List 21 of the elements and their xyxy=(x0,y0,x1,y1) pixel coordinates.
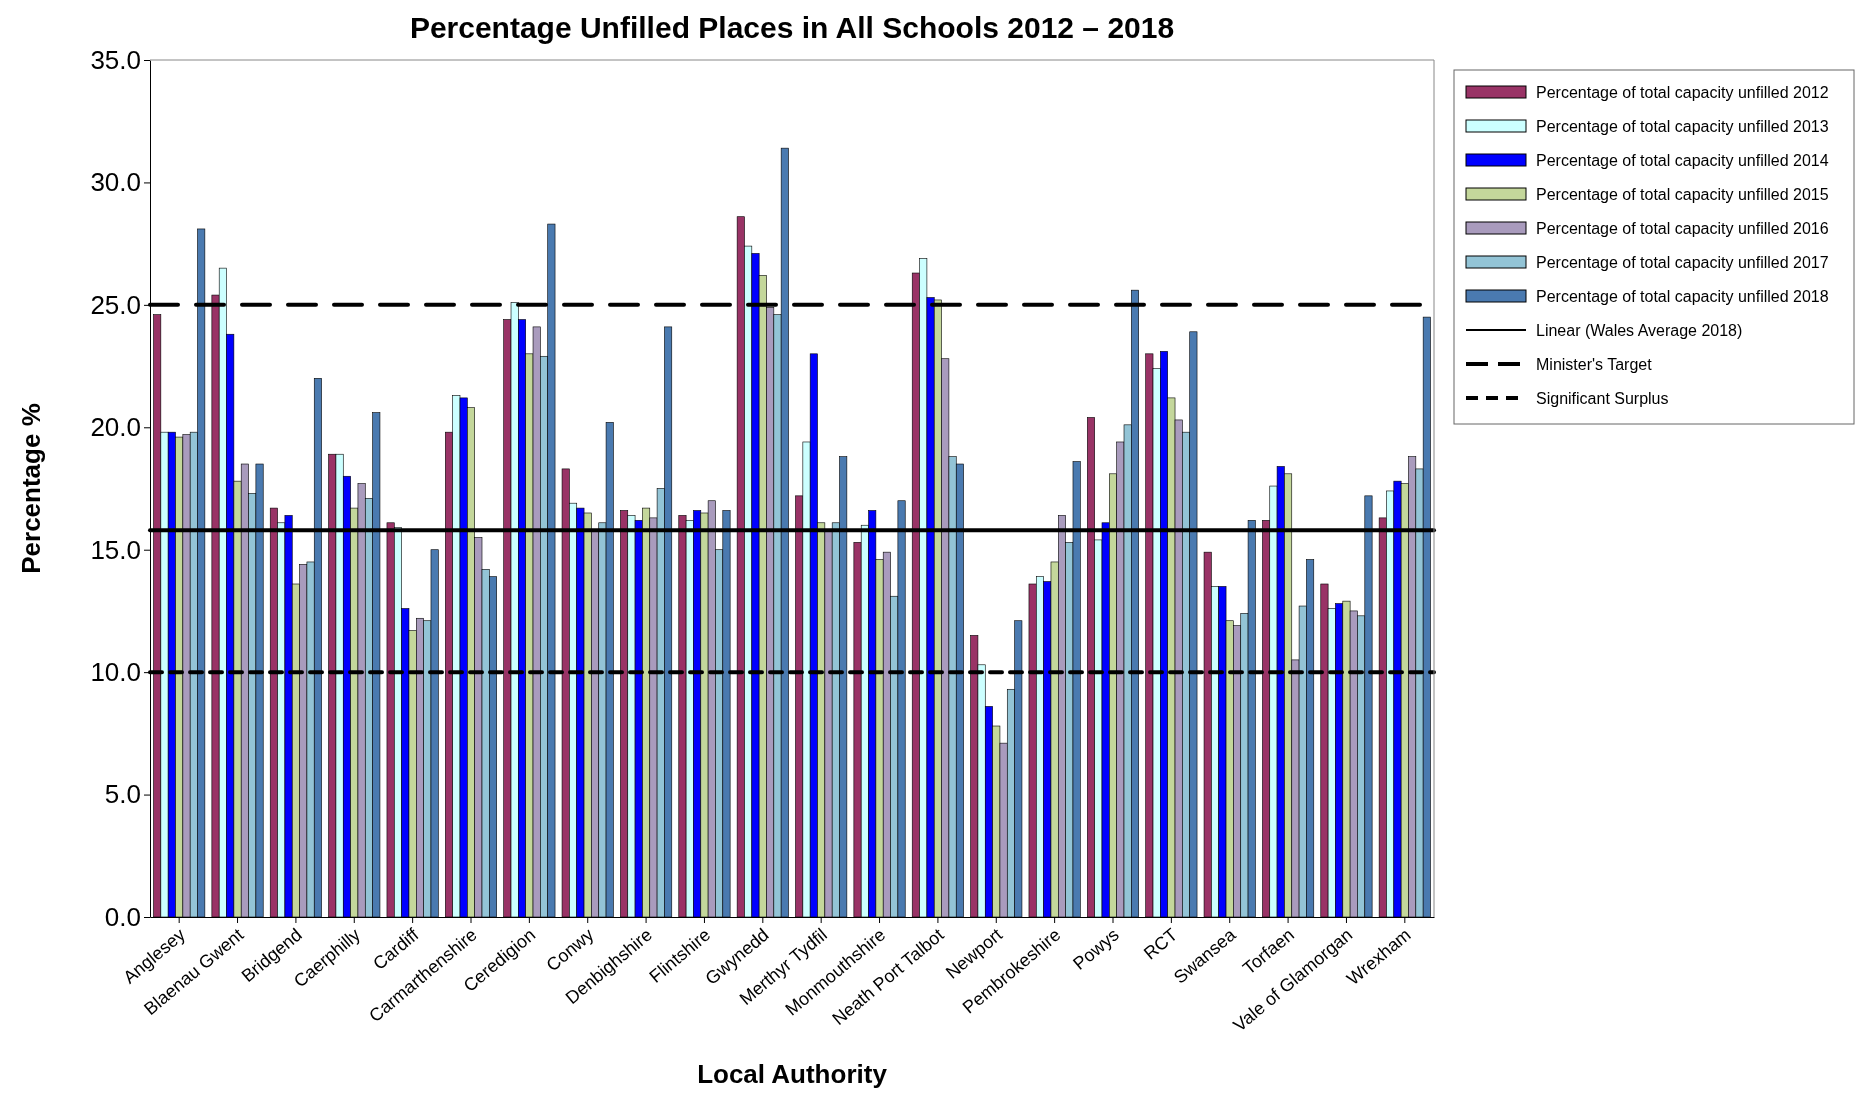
legend-label: Percentage of total capacity unfilled 2017 xyxy=(1536,254,1829,271)
legend-label: Percentage of total capacity unfilled 2013 xyxy=(1536,118,1829,135)
y-tick-label: 10.0 xyxy=(90,656,141,687)
legend-label: Percentage of total capacity unfilled 2014 xyxy=(1536,152,1829,169)
legend-label: Significant Surplus xyxy=(1536,390,1669,407)
x-axis-title: Local Authority xyxy=(697,1059,888,1089)
y-tick-label: 15.0 xyxy=(90,534,141,565)
y-axis-title: Percentage % xyxy=(16,403,46,574)
legend-label: Percentage of total capacity unfilled 2012 xyxy=(1536,84,1829,101)
y-tick-label: 0.0 xyxy=(104,901,141,932)
y-tick-label: 25.0 xyxy=(90,289,141,320)
legend-label: Linear (Wales Average 2018) xyxy=(1536,322,1743,339)
legend-label: Percentage of total capacity unfilled 2015 xyxy=(1536,186,1829,203)
legend-label: Percentage of total capacity unfilled 2016 xyxy=(1536,220,1829,237)
y-tick-label: 35.0 xyxy=(90,44,141,75)
y-tick-label: 30.0 xyxy=(90,167,141,198)
y-tick-label: 20.0 xyxy=(90,412,141,443)
legend-label: Minister's Target xyxy=(1536,356,1653,373)
legend-label: Percentage of total capacity unfilled 2018 xyxy=(1536,288,1829,305)
y-tick-label: 5.0 xyxy=(104,779,141,810)
chart-title: Percentage Unfilled Places in All Schools 2012 – 2018 xyxy=(409,11,1175,44)
